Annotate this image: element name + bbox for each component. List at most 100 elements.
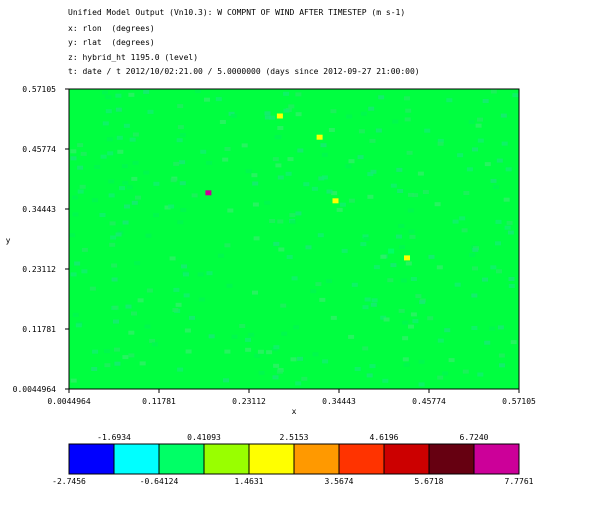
heatmap-cell	[364, 297, 371, 302]
heatmap-cell	[278, 247, 285, 252]
heatmap-cell	[272, 375, 279, 380]
heatmap-cell	[375, 128, 382, 133]
heatmap-cell	[103, 349, 110, 354]
heatmap-hotspot-1	[404, 255, 410, 261]
heatmap-cell	[111, 277, 118, 282]
heatmap-cell	[293, 325, 300, 330]
heatmap-cell	[400, 278, 407, 283]
x-tick-label: 0.34443	[322, 397, 356, 406]
heatmap-cell	[70, 149, 77, 154]
colorbar-upper-label: 2.5153	[280, 433, 309, 442]
x-tick-label: 0.0044964	[47, 397, 91, 406]
heatmap-cell	[362, 305, 369, 310]
heatmap-cell	[295, 211, 302, 216]
heatmap-cell	[170, 178, 177, 183]
heatmap-cell	[366, 373, 373, 378]
heatmap-cell	[396, 167, 403, 172]
heatmap-cell	[437, 141, 444, 146]
heatmap-cell	[253, 236, 260, 241]
heatmap-cell	[495, 241, 501, 246]
y-tick-label: 0.57105	[22, 85, 56, 94]
heatmap-cell	[489, 326, 495, 331]
heatmap-cell	[367, 172, 374, 177]
y-tick-label: 0.45774	[22, 145, 56, 154]
heatmap-field	[69, 89, 519, 389]
x-tick-label: 0.57105	[502, 397, 536, 406]
heatmap-cell	[382, 378, 389, 383]
heatmap-cell	[315, 282, 322, 287]
heatmap-cell	[128, 92, 135, 97]
heatmap-cell	[80, 151, 87, 156]
heatmap-cell	[305, 245, 312, 250]
colorbar-upper-label: 4.6196	[370, 433, 399, 442]
heatmap-cell	[501, 141, 508, 146]
heatmap-cell	[357, 155, 364, 160]
heatmap-cell	[469, 253, 476, 257]
heatmap-cell	[175, 302, 182, 307]
heatmap-cell	[70, 272, 77, 277]
heatmap-cell	[310, 289, 317, 294]
heatmap-cell	[134, 261, 141, 266]
heatmap-cell	[109, 242, 116, 247]
heatmap-cell	[92, 349, 99, 354]
heatmap-cell	[248, 332, 255, 337]
heatmap-cell	[360, 111, 367, 116]
heatmap-cell	[490, 178, 497, 183]
heatmap-cell	[463, 191, 470, 195]
heatmap-cell	[228, 111, 235, 116]
heatmap-cell	[434, 202, 441, 207]
heatmap-cell	[177, 125, 184, 130]
heatmap-cell	[287, 157, 294, 162]
colorbar-upper-label: 6.7240	[460, 433, 489, 442]
heatmap-cell	[291, 276, 298, 281]
heatmap-cell	[405, 261, 412, 266]
heatmap-cell	[177, 367, 184, 372]
heatmap-cell	[484, 340, 491, 345]
heatmap-cell	[102, 121, 109, 126]
colorbar-segment-2	[158, 443, 205, 475]
heatmap-cell	[446, 98, 453, 103]
heatmap-cell	[123, 123, 130, 128]
heatmap-cell	[490, 89, 497, 94]
heatmap-cell	[107, 151, 114, 156]
heatmap-cell	[131, 311, 137, 316]
heatmap-cell	[390, 183, 397, 188]
heatmap-cell	[77, 143, 84, 148]
colorbar-lower-label: 1.4631	[235, 477, 264, 486]
heatmap-cell	[410, 312, 417, 317]
heatmap-cell	[408, 324, 414, 329]
heatmap-cell	[380, 315, 387, 320]
heatmap-cell	[266, 350, 273, 355]
heatmap-cell	[115, 93, 122, 98]
heatmap-cell	[241, 143, 248, 148]
colorbar-lower-label: 7.7761	[505, 477, 534, 486]
heatmap-cell	[363, 237, 370, 241]
colorbar-segment-0	[68, 443, 115, 475]
heatmap-cell	[143, 89, 150, 94]
heatmap-cell	[197, 272, 204, 277]
heatmap-cell	[106, 137, 113, 142]
heatmap-cell	[404, 117, 411, 122]
heatmap-cell	[503, 197, 510, 202]
heatmap-cell	[468, 120, 475, 124]
heatmap-texture	[69, 89, 519, 387]
heatmap-cell	[164, 205, 171, 210]
heatmap-cell	[417, 171, 424, 176]
heatmap-cell	[471, 326, 478, 330]
heatmap-cell	[454, 282, 461, 287]
heatmap-cell	[258, 370, 265, 375]
heatmap-cell	[245, 337, 251, 342]
heatmap-cell	[424, 128, 431, 133]
heatmap-cell	[378, 95, 385, 100]
heatmap-cell	[72, 212, 79, 217]
colorbar-segment-4	[248, 443, 295, 475]
y-tick-label: 0.11781	[22, 325, 56, 334]
heatmap-cell	[275, 163, 282, 168]
heatmap-cell	[362, 346, 369, 351]
heatmap-cell	[490, 265, 497, 270]
heatmap-cell	[264, 115, 271, 120]
heatmap-cell	[477, 117, 483, 122]
heatmap-cell	[206, 271, 213, 276]
heatmap-cell	[173, 161, 180, 166]
heatmap-cell	[72, 312, 79, 317]
